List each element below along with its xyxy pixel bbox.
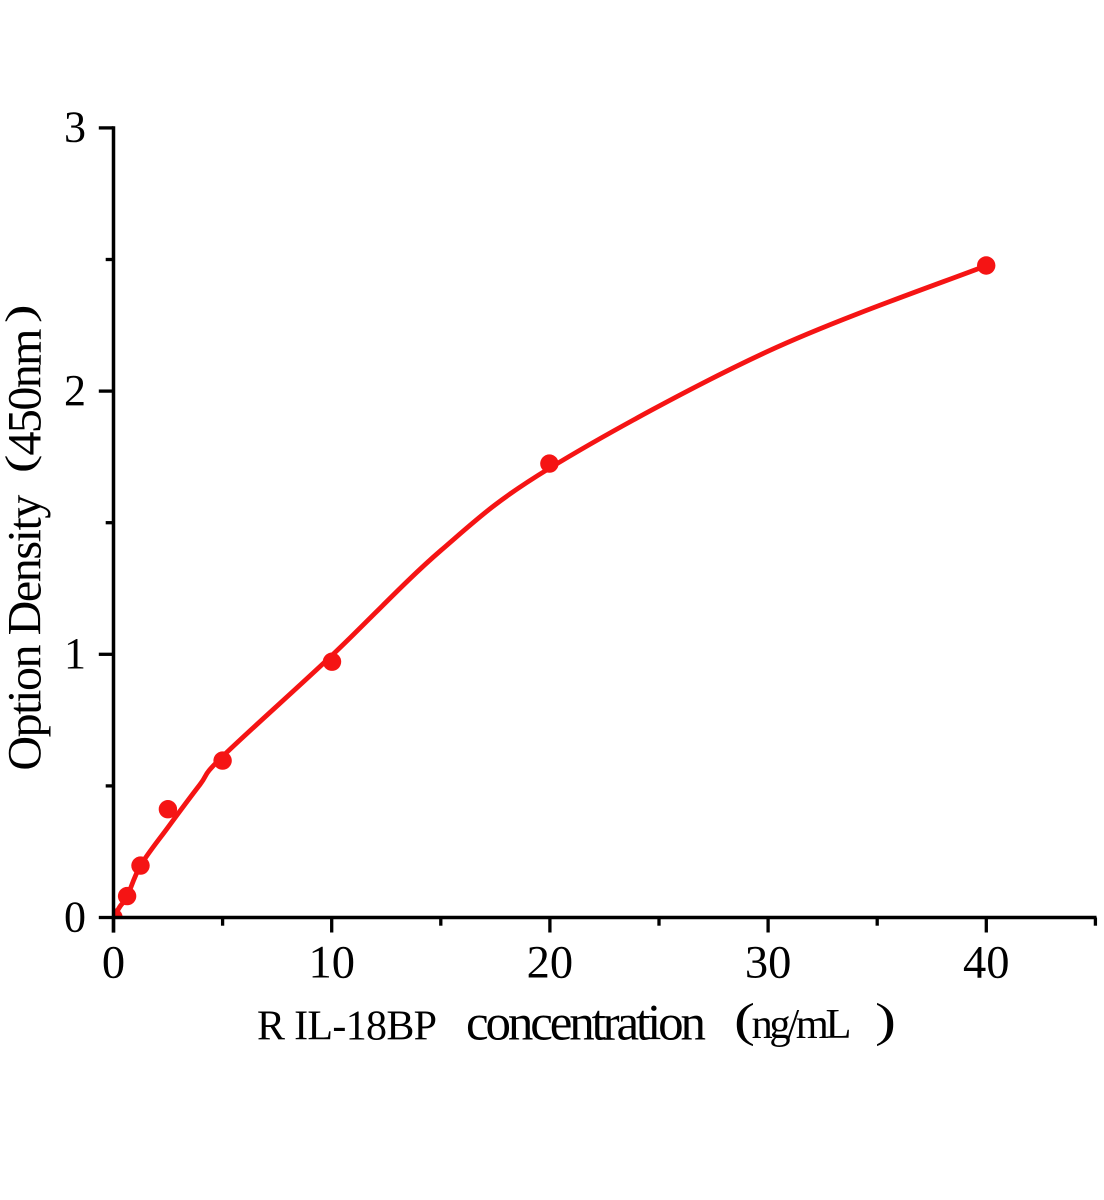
svg-text:(: (: [734, 994, 755, 1047]
svg-text:ng/mL: ng/mL: [752, 1001, 852, 1048]
svg-text:30: 30: [745, 938, 792, 989]
svg-text:40: 40: [963, 938, 1010, 989]
svg-text:20: 20: [527, 938, 574, 989]
svg-text:R IL-18BP: R IL-18BP: [257, 1004, 437, 1050]
svg-text:3: 3: [64, 103, 86, 152]
svg-text:2: 2: [64, 366, 86, 415]
svg-text:concentration: concentration: [466, 996, 706, 1052]
svg-text:Option Density: Option Density: [0, 495, 52, 771]
svg-text:(: (: [0, 455, 42, 474]
svg-text:450nm: 450nm: [0, 329, 52, 456]
svg-text:0: 0: [102, 938, 125, 989]
svg-text:0: 0: [64, 892, 86, 941]
svg-text:): ): [0, 304, 42, 323]
svg-text:10: 10: [308, 938, 355, 989]
svg-text:): ): [875, 994, 896, 1047]
svg-text:1: 1: [64, 629, 86, 678]
